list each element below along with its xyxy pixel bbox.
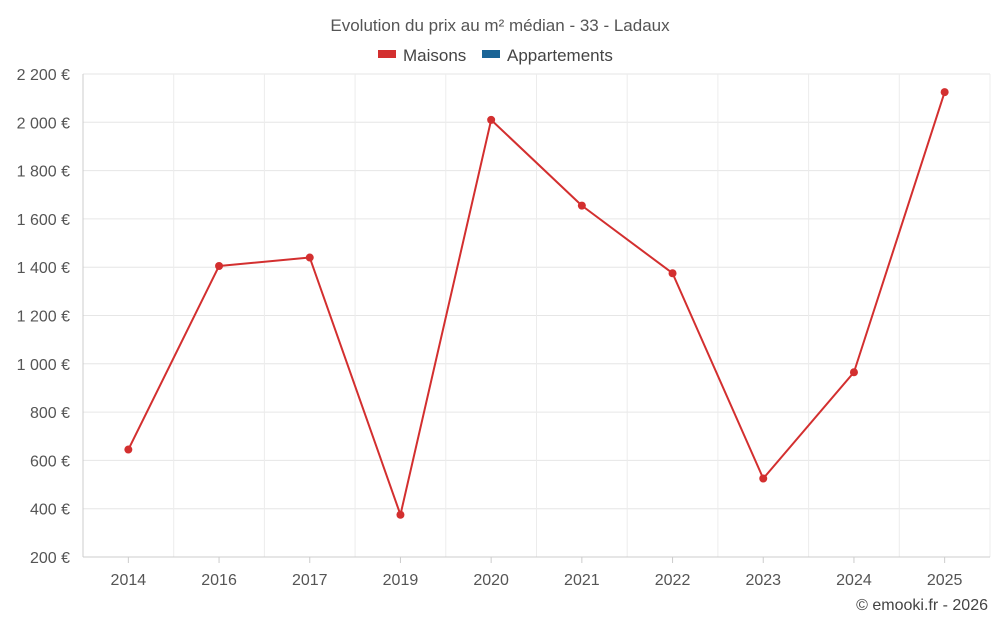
data-point[interactable] [215, 261, 224, 270]
y-tick-label: 1 800 € [17, 164, 70, 181]
legend: Maisons Appartements [378, 46, 613, 65]
x-tick-label: 2024 [836, 572, 872, 589]
y-tick-label: 2 200 € [17, 67, 70, 84]
y-tick-label: 1 600 € [17, 212, 70, 229]
data-point[interactable] [668, 269, 677, 278]
x-tick-label: 2023 [745, 572, 781, 589]
x-tick-label: 2014 [111, 572, 147, 589]
y-tick-label: 2 000 € [17, 115, 70, 132]
data-point[interactable] [396, 510, 405, 519]
x-tick-label: 2020 [473, 572, 509, 589]
credit-text: © emooki.fr - 2026 [856, 597, 988, 614]
data-point[interactable] [940, 88, 949, 97]
y-tick-label: 1 000 € [17, 357, 70, 374]
data-point[interactable] [849, 368, 858, 377]
y-tick-label: 400 € [30, 502, 70, 519]
x-tick-label: 2019 [383, 572, 419, 589]
y-tick-label: 600 € [30, 453, 70, 470]
data-point[interactable] [577, 201, 586, 210]
y-tick-label: 800 € [30, 405, 70, 422]
y-axis: 200 € 400 € 600 € 800 € 1 000 € 1 200 € 1 400 … [17, 67, 84, 567]
x-tick-label: 2016 [201, 572, 237, 589]
series-line-maisons [127, 91, 946, 516]
legend-label-appartements: Appartements [507, 46, 613, 65]
legend-swatch-maisons [378, 50, 396, 58]
y-tick-label: 1 200 € [17, 309, 70, 326]
chart-title: Evolution du prix au m² médian - 33 - La… [330, 16, 670, 35]
y-tick-label: 1 400 € [17, 260, 70, 277]
series-layer [124, 88, 949, 519]
data-point[interactable] [487, 115, 496, 124]
legend-item-appartements[interactable]: Appartements [482, 46, 613, 65]
legend-item-maisons[interactable]: Maisons [378, 46, 466, 65]
x-tick-label: 2022 [655, 572, 691, 589]
data-point[interactable] [759, 474, 768, 483]
data-point[interactable] [305, 253, 314, 262]
legend-swatch-appartements [482, 50, 500, 58]
data-point[interactable] [124, 445, 133, 454]
grid [83, 73, 991, 557]
x-tick-label: 2017 [292, 572, 328, 589]
x-axis: 2014 2016 2017 2019 2020 2021 2022 2023 2024 2025 [83, 556, 990, 589]
legend-label-maisons: Maisons [403, 46, 466, 65]
x-tick-label: 2021 [564, 572, 600, 589]
y-tick-label: 200 € [30, 550, 70, 567]
x-tick-label: 2025 [927, 572, 963, 589]
